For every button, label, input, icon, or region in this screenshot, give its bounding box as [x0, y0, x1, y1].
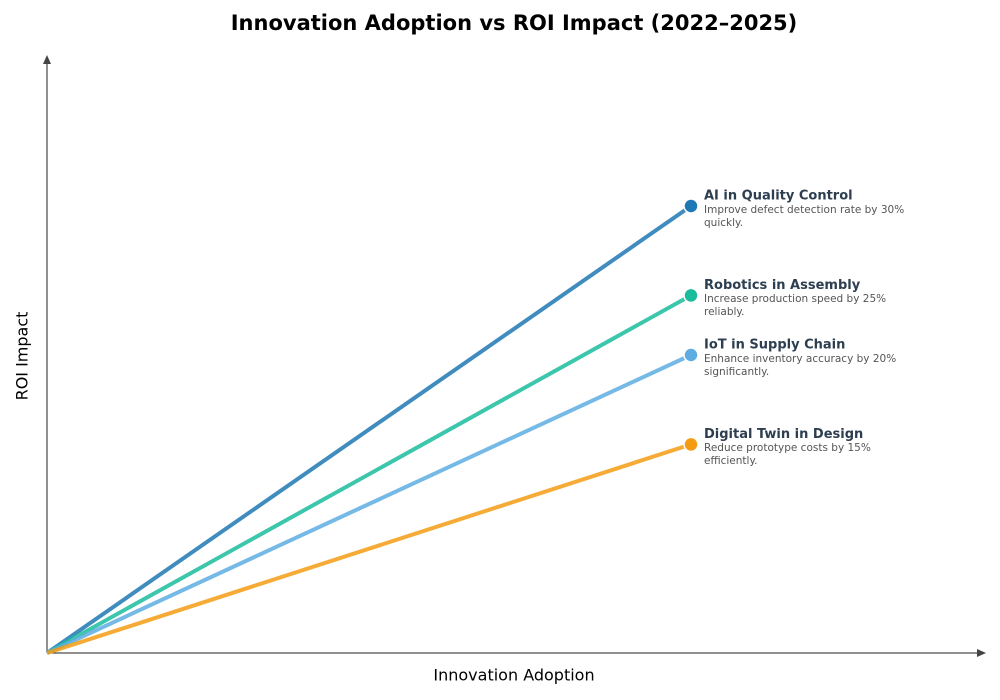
series-name: Digital Twin in Design [704, 427, 863, 442]
series-name: Robotics in Assembly [704, 278, 861, 293]
series-description: Reduce prototype costs by 15% efficientl… [704, 442, 871, 468]
y-axis-label: ROI Impact [13, 312, 32, 401]
end-marker [683, 347, 699, 363]
x-arrow [977, 649, 986, 657]
series-name: AI in Quality Control [704, 189, 853, 204]
series-description: Enhance inventory accuracy by 20% signif… [704, 353, 897, 378]
series-line [46, 442, 692, 655]
end-marker [683, 198, 699, 214]
chart-title: Innovation Adoption vs ROI Impact (2022–… [231, 11, 798, 35]
end-marker [683, 287, 699, 304]
end-marker [683, 436, 699, 453]
y-arrow [43, 55, 51, 64]
series-line [46, 293, 692, 655]
series-description: Improve defect detection rate by 30% qui… [704, 204, 905, 229]
series-line [46, 353, 692, 655]
x-axis-label: Innovation Adoption [433, 666, 594, 685]
series-name: IoT in Supply Chain [704, 338, 845, 353]
series-description: Increase production speed by 25% reliabl… [704, 293, 887, 319]
series-line [45, 204, 693, 655]
